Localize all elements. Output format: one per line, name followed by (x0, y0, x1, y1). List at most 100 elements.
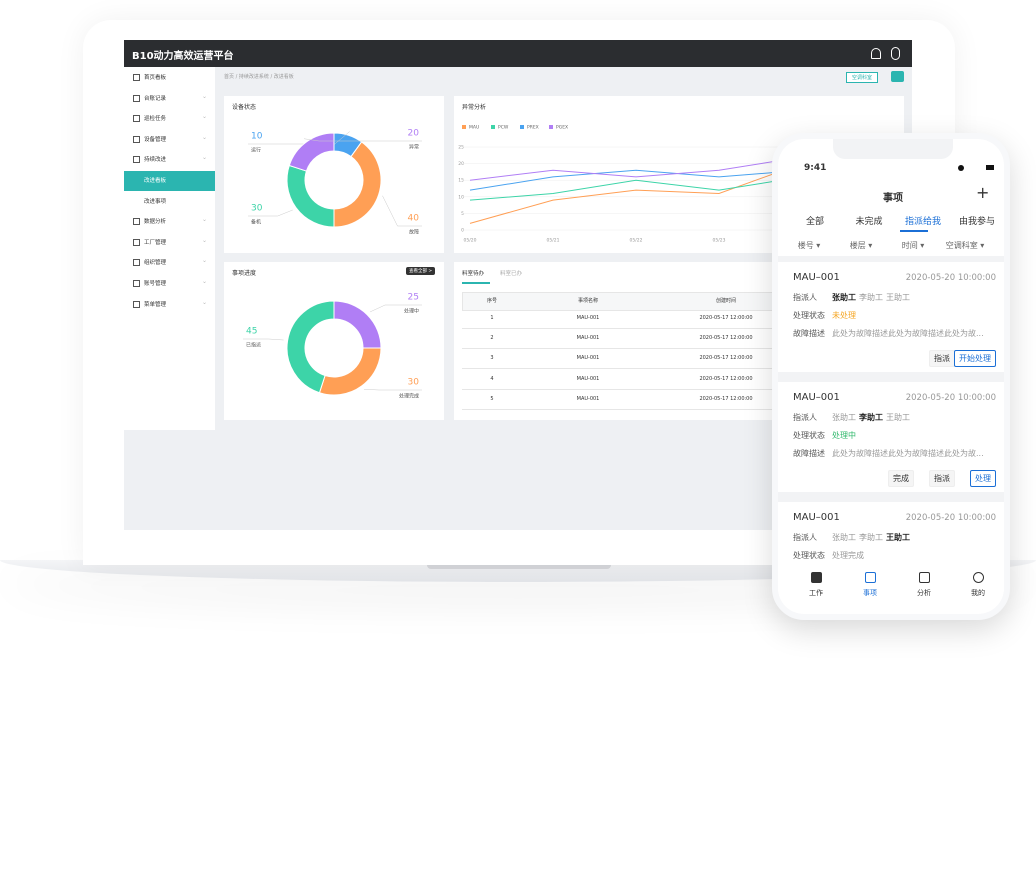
phone-notch (833, 139, 953, 159)
y-tick-label: 20 (458, 161, 464, 167)
menu-item[interactable]: 数据分析 (144, 219, 167, 226)
field-label: 处理状态 (793, 551, 825, 560)
phone-filter[interactable]: 空调科室 ▾ (945, 241, 985, 250)
view-all-button[interactable]: 查看全部 > (406, 267, 436, 275)
table-tab[interactable]: 料室待办 (462, 271, 485, 277)
legend-swatch (549, 125, 553, 129)
issue-id: MAU–001 (793, 392, 840, 403)
issue-status: 处理完成 (832, 551, 864, 560)
menu-icon (133, 156, 140, 164)
phone-tab[interactable]: 全部 (805, 217, 825, 227)
menu-item[interactable]: 设备管理 (144, 136, 167, 143)
dept-button[interactable]: 空调科室 (846, 72, 879, 83)
leader-line (382, 195, 422, 227)
menu-item[interactable]: 工厂管理 (144, 239, 167, 246)
menu-item[interactable]: 菜单管理 (144, 301, 167, 308)
phone-filter[interactable]: 楼号 ▾ (797, 241, 821, 250)
x-tick-label: 05/23 (713, 238, 726, 244)
menu-item[interactable]: 巡检任务 (144, 116, 167, 123)
assignee: 王助工 (886, 533, 910, 542)
legend-swatch (520, 125, 524, 129)
menu-item[interactable]: 账号管理 (144, 281, 167, 287)
menu-icon (133, 115, 140, 123)
donut-segment (286, 300, 335, 394)
table-row-line (462, 348, 902, 349)
nav-icon[interactable] (865, 572, 876, 583)
table-header: 创建时间 (715, 298, 737, 304)
donut-label: 异常 (409, 144, 419, 151)
nav-label[interactable]: 分析 (917, 589, 931, 597)
refresh-button[interactable] (891, 71, 904, 82)
phone-filter[interactable]: 楼层 ▾ (849, 241, 873, 250)
legend-swatch (462, 125, 466, 129)
menu-chevron: ⌄ (202, 298, 208, 306)
table-cell: 1 (490, 315, 494, 321)
field-label: 指派人 (793, 413, 817, 422)
field-label: 处理状态 (793, 431, 825, 440)
assignee: 王助工 (886, 413, 910, 422)
leader-line (369, 304, 422, 313)
menu-item[interactable]: 组织管理 (144, 260, 167, 267)
action-button[interactable]: 指派 (929, 470, 955, 487)
issue-id: MAU–001 (793, 272, 840, 283)
issue-id: MAU–001 (793, 512, 840, 523)
phone-title: 事项 (883, 193, 903, 204)
table-row-line (462, 368, 902, 369)
table-cell: 2020-05-17 12:00:00 (699, 315, 753, 321)
breadcrumb: 首页 / 持续改进系统 / 改进看板 (224, 74, 294, 80)
table-cell: 2020-05-17 12:00:00 (699, 335, 753, 342)
y-tick-label: 15 (458, 178, 464, 184)
table-cell: 4 (490, 375, 494, 382)
issue-desc: 此处为故障描述此处为故障描述此处为故... (832, 329, 984, 338)
menu-active-bg (124, 171, 215, 191)
menu-item[interactable]: 首页看板 (144, 75, 167, 81)
action-button[interactable]: 处理 (970, 470, 996, 487)
nav-icon[interactable] (919, 572, 930, 583)
tab-underline (900, 230, 928, 232)
menu-chevron: ⌄ (202, 92, 208, 100)
action-button[interactable]: 指派 (929, 350, 955, 367)
nav-icon[interactable] (811, 572, 822, 583)
donut-value: 25 (408, 293, 419, 303)
table-tab[interactable]: 料室已办 (500, 271, 523, 277)
phone-tab[interactable]: 未完成 (855, 217, 883, 227)
menu-item[interactable]: 持续改进 (144, 157, 167, 164)
phone-filter[interactable]: 时间 ▾ (901, 241, 925, 250)
donut-segment (333, 300, 382, 349)
phone-tab[interactable]: 由我参与 (958, 217, 996, 227)
nav-label[interactable]: 工作 (809, 589, 823, 597)
card-title: 设备状态 (232, 104, 257, 111)
field-label: 故障描述 (793, 449, 825, 458)
user-icon (891, 47, 900, 60)
add-button[interactable]: + (976, 183, 990, 202)
phone-tab[interactable]: 指派给我 (904, 217, 942, 227)
issue-status: 处理中 (832, 431, 856, 440)
menu-item[interactable]: 改进看板 (144, 178, 167, 184)
menu-icon (133, 300, 140, 308)
x-tick-label: 05/22 (630, 238, 643, 244)
card-title: 事项进度 (232, 270, 257, 277)
menu-item[interactable]: 改进事项 (144, 198, 167, 205)
action-button[interactable]: 完成 (888, 470, 914, 487)
nav-label[interactable]: 我的 (971, 589, 985, 597)
status-time: 9:41 (804, 163, 827, 173)
donut-label: 备机 (251, 219, 261, 226)
donut-segment (333, 141, 382, 228)
issue-date: 2020-05-20 10:00:00 (905, 273, 996, 283)
x-tick-label: 05/21 (547, 238, 560, 244)
nav-label[interactable]: 事项 (863, 589, 877, 597)
table-row-line (462, 328, 902, 329)
menu-chevron: ⌄ (202, 113, 208, 121)
donut-value: 30 (251, 204, 263, 214)
action-button[interactable]: 开始处理 (954, 350, 996, 367)
menu-item[interactable]: 台账记录 (144, 95, 167, 102)
donut-segment (286, 164, 335, 228)
issue-date: 2020-05-20 10:00:00 (905, 393, 996, 403)
field-label: 指派人 (793, 533, 817, 542)
nav-icon[interactable] (973, 572, 984, 583)
issue-date: 2020-05-20 10:00:00 (905, 513, 996, 523)
leader-line (248, 131, 350, 145)
issue-desc: 此处为故障描述此处为故障描述此处为故... (832, 449, 984, 458)
assignee: 李助工 (859, 293, 883, 302)
